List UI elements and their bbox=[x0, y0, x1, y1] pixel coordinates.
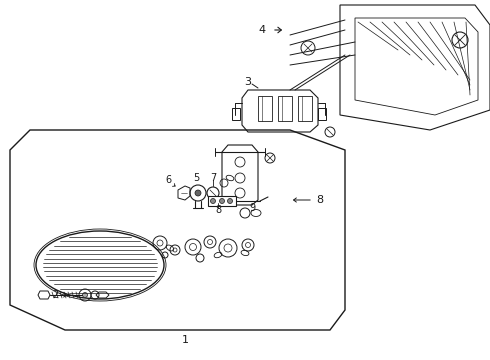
Circle shape bbox=[227, 198, 232, 203]
Text: 5: 5 bbox=[193, 173, 199, 183]
Text: 2: 2 bbox=[52, 290, 58, 300]
Text: 3: 3 bbox=[245, 77, 251, 87]
Ellipse shape bbox=[36, 231, 164, 299]
Text: 7: 7 bbox=[210, 173, 216, 183]
Bar bbox=[278, 96, 292, 121]
Text: 8: 8 bbox=[215, 205, 221, 215]
Circle shape bbox=[220, 198, 224, 203]
Text: 1: 1 bbox=[181, 335, 189, 345]
Bar bbox=[208, 196, 236, 206]
Bar bbox=[258, 96, 272, 121]
Text: 6: 6 bbox=[165, 175, 171, 185]
Circle shape bbox=[195, 190, 201, 196]
Text: 8: 8 bbox=[317, 195, 323, 205]
Circle shape bbox=[82, 292, 88, 297]
Text: 4: 4 bbox=[258, 25, 266, 35]
Text: 9: 9 bbox=[249, 203, 255, 213]
Circle shape bbox=[211, 198, 216, 203]
Bar bbox=[298, 96, 312, 121]
